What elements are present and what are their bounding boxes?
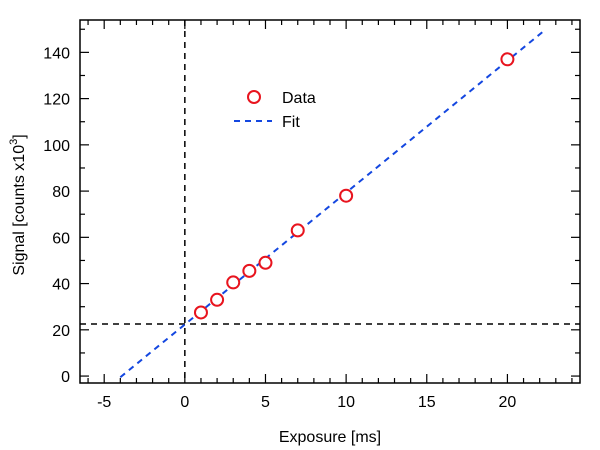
legend-fit-label: Fit — [282, 114, 300, 131]
x-tick-label: 5 — [261, 394, 270, 411]
fit-series — [119, 29, 546, 378]
y-tick-label: 0 — [61, 369, 70, 386]
y-axis-label-close: ] — [11, 134, 28, 138]
y-tick-label: 20 — [52, 323, 70, 340]
y-axis-label-main: Signal [counts x10 — [11, 145, 28, 276]
data-series — [193, 52, 515, 320]
y-tick-label: 40 — [52, 277, 70, 294]
plot-frame — [79, 19, 581, 384]
legend-data-label: Data — [282, 90, 316, 107]
x-tick-label: 15 — [418, 394, 436, 411]
y-axis-label-superscript: 3 — [8, 139, 20, 145]
data-point — [226, 275, 241, 290]
y-tick-label: 80 — [52, 184, 70, 201]
x-axis-ticks: -5 0 5 10 15 20 — [87, 20, 573, 411]
fit-line — [119, 29, 546, 378]
reference-lines — [80, 20, 580, 383]
legend: Data Fit — [234, 90, 316, 131]
y-tick-label: 60 — [52, 230, 70, 247]
data-point — [290, 223, 305, 238]
y-axis-ticks: 0 20 40 60 80 100 120 140 — [43, 28, 580, 386]
x-tick-label: 20 — [499, 394, 517, 411]
y-tick-label: 140 — [43, 45, 70, 62]
legend-data-marker — [247, 90, 261, 104]
data-point — [193, 305, 208, 320]
y-tick-label: 120 — [43, 92, 70, 109]
y-axis-label: Signal [counts x103] — [8, 134, 28, 275]
x-tick-label: -5 — [97, 394, 111, 411]
x-axis-label: Exposure [ms] — [279, 429, 381, 446]
data-point — [500, 52, 515, 67]
data-point — [242, 263, 257, 278]
x-tick-label: 10 — [337, 394, 355, 411]
data-point — [339, 188, 354, 203]
data-point — [258, 255, 273, 270]
y-tick-label: 100 — [43, 138, 70, 155]
data-point — [210, 292, 225, 307]
x-tick-label: 0 — [180, 394, 189, 411]
